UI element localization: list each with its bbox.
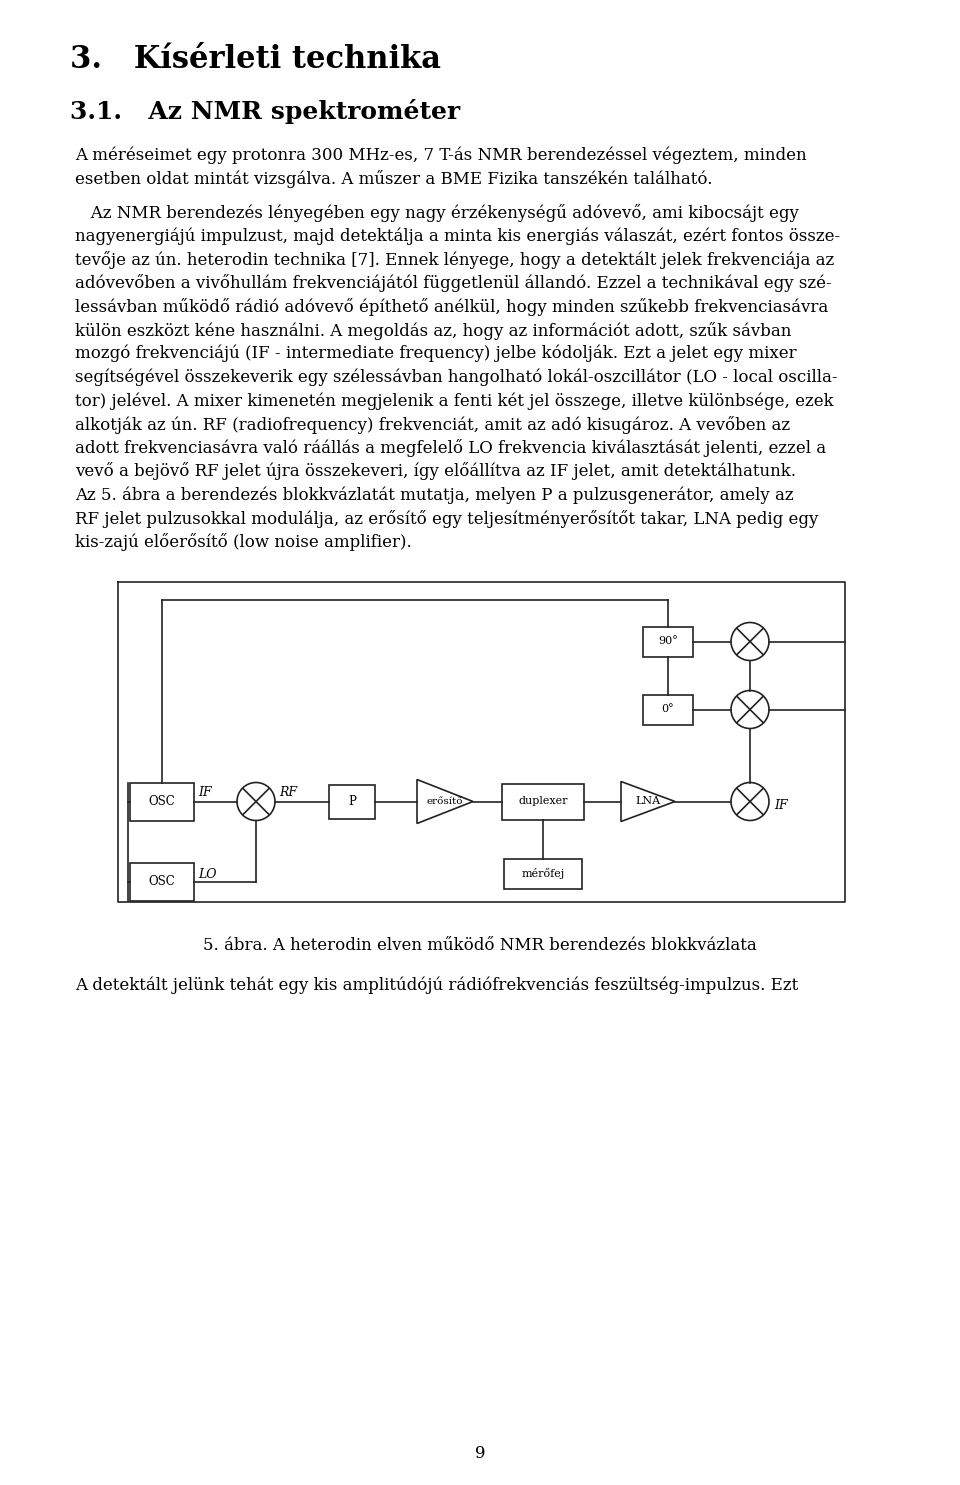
Text: IF: IF xyxy=(774,799,787,812)
Text: adott frekvenciasávra való ráállás a megfelelő LO frekvencia kiválasztását jelen: adott frekvenciasávra való ráállás a meg… xyxy=(75,440,827,457)
Text: A detektált jelünk tehát egy kis amplitúdójú rádiófrekvenciás feszültség-impulzu: A detektált jelünk tehát egy kis amplitú… xyxy=(75,977,799,993)
Text: A méréseimet egy protonra 300 MHz-es, 7 T-ás NMR berendezéssel végeztem, minden: A méréseimet egy protonra 300 MHz-es, 7 … xyxy=(75,147,806,165)
Text: 0°: 0° xyxy=(661,704,674,714)
Text: tevője az ún. heterodin technika [7]. Ennek lényege, hogy a detektált jelek frek: tevője az ún. heterodin technika [7]. En… xyxy=(75,251,834,269)
Text: 3.1.   Az NMR spektrométer: 3.1. Az NMR spektrométer xyxy=(70,99,460,125)
Text: külön eszközt kéne használni. A megoldás az, hogy az információt adott, szűk sáv: külön eszközt kéne használni. A megoldás… xyxy=(75,321,791,340)
Text: 3.   Kísérleti technika: 3. Kísérleti technika xyxy=(70,45,441,76)
Text: adóvevőben a vivőhullám frekvenciájától függetlenül állandó. Ezzel a technikával: adóvevőben a vivőhullám frekvenciájától … xyxy=(75,275,831,293)
Text: RF jelet pulzusokkal modulálja, az erősítő egy teljesítményerősítőt takar, LNA p: RF jelet pulzusokkal modulálja, az erősí… xyxy=(75,509,818,527)
Text: 9: 9 xyxy=(475,1445,485,1463)
Text: duplexer: duplexer xyxy=(518,796,567,806)
Text: LO: LO xyxy=(198,867,217,881)
Bar xyxy=(329,784,375,818)
Text: OSC: OSC xyxy=(149,875,176,888)
Text: kis-zajú előerősítő (low noise amplifier).: kis-zajú előerősítő (low noise amplifier… xyxy=(75,533,412,551)
Text: OSC: OSC xyxy=(149,794,176,808)
Text: alkotják az ún. RF (radiofrequency) frekvenciát, amit az adó kisugároz. A vevőbe: alkotják az ún. RF (radiofrequency) frek… xyxy=(75,416,790,434)
Text: Az 5. ábra a berendezés blokkvázlatát mutatja, melyen P a pulzusgenerátor, amely: Az 5. ábra a berendezés blokkvázlatát mu… xyxy=(75,486,794,503)
Text: LNA: LNA xyxy=(636,796,660,806)
Text: nagyenergiájú impulzust, majd detektálja a minta kis energiás válaszát, ezért fo: nagyenergiájú impulzust, majd detektálja… xyxy=(75,227,840,245)
Bar xyxy=(130,783,194,821)
Bar xyxy=(502,784,584,820)
Text: mérőfej: mérőfej xyxy=(521,867,564,879)
Bar xyxy=(643,627,693,656)
Text: segítségével összekeverik egy szélessávban hangolható lokál-oszcillátor (LO - lo: segítségével összekeverik egy szélessávb… xyxy=(75,368,837,386)
Text: lessávban működő rádió adóvevő építhető anélkül, hogy minden szűkebb frekvencias: lessávban működő rádió adóvevő építhető … xyxy=(75,298,828,316)
Text: mozgó frekvenciájú (IF - intermediate frequency) jelbe kódolják. Ezt a jelet egy: mozgó frekvenciájú (IF - intermediate fr… xyxy=(75,345,797,362)
Text: esetben oldat mintát vizsgálva. A műszer a BME Fizika tanszékén található.: esetben oldat mintát vizsgálva. A műszer… xyxy=(75,171,712,189)
Text: 90°: 90° xyxy=(659,637,678,646)
Bar xyxy=(130,863,194,900)
Text: RF: RF xyxy=(279,786,297,799)
Text: P: P xyxy=(348,794,356,808)
Text: vevő a bejövő RF jelet újra összekeveri, így előállítva az IF jelet, amit detekt: vevő a bejövő RF jelet újra összekeveri,… xyxy=(75,462,796,481)
Text: erősítő: erősítő xyxy=(427,797,464,806)
Bar xyxy=(504,858,582,888)
Text: 5. ábra. A heterodin elven működő NMR berendezés blokkvázlata: 5. ábra. A heterodin elven működő NMR be… xyxy=(204,937,756,953)
Text: IF: IF xyxy=(198,786,211,799)
Text: tor) jelével. A mixer kimenetén megjelenik a fenti két jel összege, illetve külö: tor) jelével. A mixer kimenetén megjelen… xyxy=(75,392,833,410)
Bar xyxy=(643,695,693,725)
Text: Az NMR berendezés lényegében egy nagy érzékenységű adóvevő, ami kibocsájt egy: Az NMR berendezés lényegében egy nagy ér… xyxy=(75,203,799,221)
